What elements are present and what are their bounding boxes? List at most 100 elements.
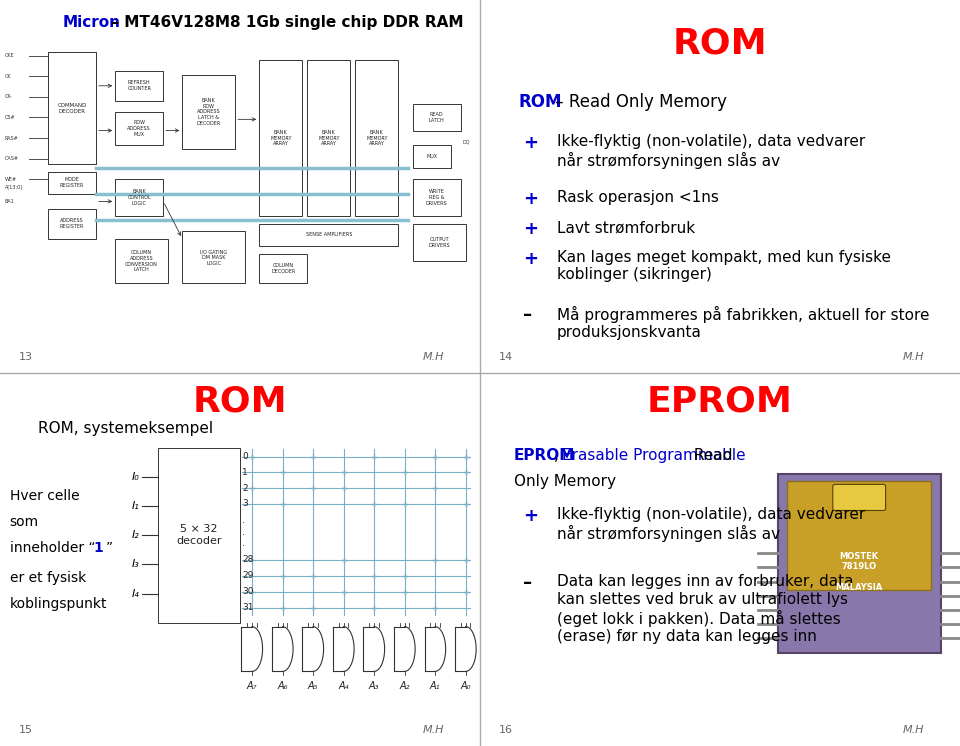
Text: BANK
MEMORY
ARRAY: BANK MEMORY ARRAY xyxy=(270,130,292,146)
FancyBboxPatch shape xyxy=(413,145,451,168)
Text: 30: 30 xyxy=(242,587,253,596)
FancyBboxPatch shape xyxy=(355,60,398,216)
Text: A₃: A₃ xyxy=(369,680,379,691)
Text: BANK
MEMORY
ARRAY: BANK MEMORY ARRAY xyxy=(366,130,388,146)
Text: Lavt strømforbruk: Lavt strømforbruk xyxy=(557,220,695,235)
Text: Hver celle: Hver celle xyxy=(10,489,80,503)
FancyBboxPatch shape xyxy=(48,52,96,164)
Text: 31: 31 xyxy=(242,604,253,612)
FancyBboxPatch shape xyxy=(115,71,163,101)
Text: OUTPUT
DRIVERS: OUTPUT DRIVERS xyxy=(428,237,450,248)
Text: M.H: M.H xyxy=(902,725,924,735)
Text: A₁: A₁ xyxy=(430,680,441,691)
FancyBboxPatch shape xyxy=(787,481,931,590)
Text: 16: 16 xyxy=(499,725,514,735)
Text: A₀: A₀ xyxy=(461,680,470,691)
Text: 0: 0 xyxy=(242,452,248,462)
Text: MUX: MUX xyxy=(426,154,438,159)
Text: +: + xyxy=(523,220,539,238)
Text: BANK
CONTROL
LOGIC: BANK CONTROL LOGIC xyxy=(128,189,151,206)
Text: som: som xyxy=(10,515,38,529)
Text: A₂: A₂ xyxy=(399,680,410,691)
FancyBboxPatch shape xyxy=(778,474,941,653)
Text: 14: 14 xyxy=(499,352,514,362)
FancyBboxPatch shape xyxy=(307,60,350,216)
Text: A₇: A₇ xyxy=(247,680,257,691)
Text: I/O GATING
DM MASK
LOGIC: I/O GATING DM MASK LOGIC xyxy=(200,249,228,266)
Text: er et fysisk: er et fysisk xyxy=(10,571,85,585)
Text: 2: 2 xyxy=(242,483,248,492)
Text: A₆: A₆ xyxy=(277,680,288,691)
Text: +: + xyxy=(523,250,539,268)
FancyBboxPatch shape xyxy=(115,239,168,283)
Text: .
.
.: . . . xyxy=(242,515,246,548)
Text: COLUMN
ADDRESS
CONVERSION
LATCH: COLUMN ADDRESS CONVERSION LATCH xyxy=(125,250,158,272)
Text: – MT46V128M8 1Gb single chip DDR RAM: – MT46V128M8 1Gb single chip DDR RAM xyxy=(106,15,463,30)
FancyBboxPatch shape xyxy=(413,104,461,131)
Text: ROM: ROM xyxy=(673,26,767,60)
Text: Ikke-flyktig (non-volatile), data vedvarer
når strømforsyningen slås av: Ikke-flyktig (non-volatile), data vedvar… xyxy=(557,134,865,169)
Text: CK-: CK- xyxy=(5,95,12,99)
FancyBboxPatch shape xyxy=(48,209,96,239)
Text: I₂: I₂ xyxy=(132,530,139,540)
Text: –: – xyxy=(523,306,533,324)
Text: I₁: I₁ xyxy=(132,501,139,511)
Text: ADDRESS
REGISTER: ADDRESS REGISTER xyxy=(60,219,84,229)
Text: Only Memory: Only Memory xyxy=(514,474,615,489)
Text: READ
LATCH: READ LATCH xyxy=(429,112,444,123)
FancyBboxPatch shape xyxy=(832,484,885,510)
Text: BANK
ROW
ADDRESS
LATCH &
DECODER: BANK ROW ADDRESS LATCH & DECODER xyxy=(197,98,221,126)
Text: 29: 29 xyxy=(242,571,253,580)
FancyBboxPatch shape xyxy=(182,75,235,149)
Text: SENSE AMPLIFIERS: SENSE AMPLIFIERS xyxy=(305,233,352,237)
FancyBboxPatch shape xyxy=(158,448,240,623)
Text: 1: 1 xyxy=(242,468,248,477)
Text: 5 × 32
decoder: 5 × 32 decoder xyxy=(177,524,222,546)
FancyBboxPatch shape xyxy=(115,179,163,216)
Text: Rask operasjon <1ns: Rask operasjon <1ns xyxy=(557,190,719,205)
Text: EPROM: EPROM xyxy=(514,448,575,463)
Text: BANK
MEMORY
ARRAY: BANK MEMORY ARRAY xyxy=(318,130,340,146)
Text: – Read Only Memory: – Read Only Memory xyxy=(549,93,727,111)
Text: WE#: WE# xyxy=(5,177,17,181)
Text: COLUMN
DECODER: COLUMN DECODER xyxy=(271,263,296,274)
Text: Kan lages meget kompakt, med kun fysiske
koblinger (sikringer): Kan lages meget kompakt, med kun fysiske… xyxy=(557,250,891,282)
Text: Ikke-flyktig (non-volatile), data vedvarer
når strømforsyningen slås av: Ikke-flyktig (non-volatile), data vedvar… xyxy=(557,507,865,542)
Text: +: + xyxy=(523,134,539,152)
Text: +: + xyxy=(523,190,539,208)
Text: koblingspunkt: koblingspunkt xyxy=(10,597,108,611)
Text: 13: 13 xyxy=(19,352,34,362)
Text: EPROM: EPROM xyxy=(647,384,793,419)
Text: ROM: ROM xyxy=(518,93,562,111)
Text: 3: 3 xyxy=(242,499,248,508)
FancyBboxPatch shape xyxy=(259,60,302,216)
Text: inneholder “: inneholder “ xyxy=(10,541,95,555)
Text: I₄: I₄ xyxy=(132,589,139,599)
FancyBboxPatch shape xyxy=(259,224,398,246)
FancyBboxPatch shape xyxy=(115,112,163,145)
Text: 15: 15 xyxy=(19,725,34,735)
Text: ROM: ROM xyxy=(193,384,287,419)
Text: I₃: I₃ xyxy=(132,560,139,569)
Text: RAS#: RAS# xyxy=(5,136,18,140)
FancyBboxPatch shape xyxy=(413,224,466,261)
Text: M.H: M.H xyxy=(422,725,444,735)
Text: M.H: M.H xyxy=(422,352,444,362)
FancyBboxPatch shape xyxy=(413,179,461,216)
FancyBboxPatch shape xyxy=(259,254,307,283)
Text: Må programmeres på fabrikken, aktuell for store
produksjonskvanta: Må programmeres på fabrikken, aktuell fo… xyxy=(557,306,929,340)
Text: 28: 28 xyxy=(242,555,253,564)
Text: CKE: CKE xyxy=(5,54,14,58)
Text: ROM, systemeksempel: ROM, systemeksempel xyxy=(38,421,213,436)
Text: CK: CK xyxy=(5,74,12,79)
Text: A[13:0]: A[13:0] xyxy=(5,184,23,189)
Text: COMMAND
DECODER: COMMAND DECODER xyxy=(58,103,86,113)
FancyBboxPatch shape xyxy=(48,172,96,194)
Text: A₄: A₄ xyxy=(338,680,348,691)
Text: M.H: M.H xyxy=(902,352,924,362)
Text: REFRESH
COUNTER: REFRESH COUNTER xyxy=(128,81,151,91)
Text: Erasable Programmable: Erasable Programmable xyxy=(562,448,745,463)
Text: MOSTEK
7819LO

MALAYSIA: MOSTEK 7819LO MALAYSIA xyxy=(835,552,883,592)
Text: Read: Read xyxy=(688,448,732,463)
FancyBboxPatch shape xyxy=(182,231,245,283)
